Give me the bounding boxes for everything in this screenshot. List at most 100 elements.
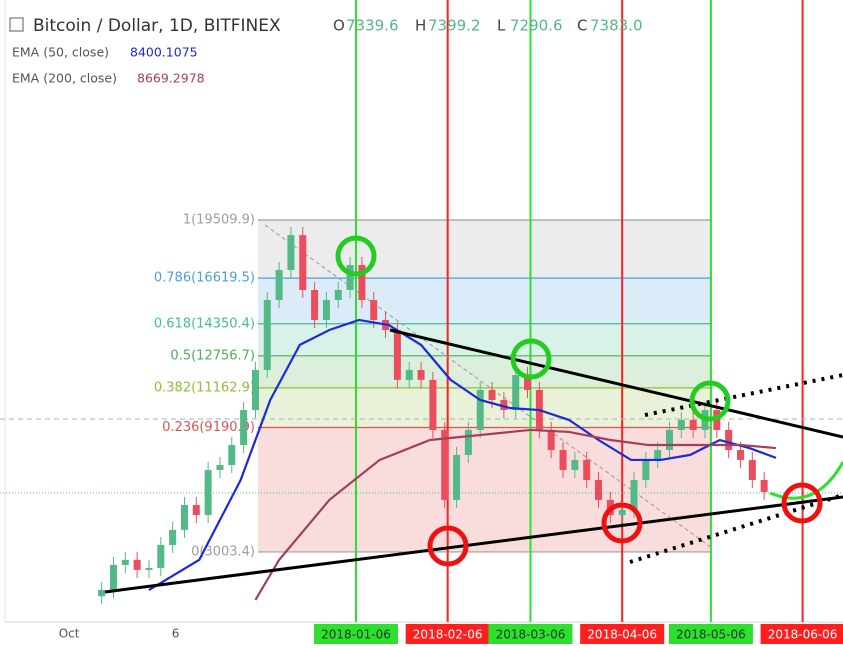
ohlc-label: O <box>333 17 345 35</box>
chart-title: Bitcoin / Dollar, 1D, BITFINEX <box>33 16 281 36</box>
candle-body <box>263 300 271 371</box>
x-axis: 2018-01-06 2018-02-06 2018-03-06 2018-04-06… <box>59 624 843 644</box>
fib-band <box>258 387 712 428</box>
fib-label: 0(3003.4) <box>191 544 255 559</box>
candle-body <box>346 265 354 290</box>
candle-body <box>393 330 401 380</box>
legend-name: EMA (50, close) <box>12 45 109 60</box>
candle-body <box>287 235 295 271</box>
fib-label: 0.236(9190.9) <box>162 420 255 435</box>
x-tick-label: Oct <box>59 627 80 641</box>
candle-body <box>642 459 650 481</box>
candle-body <box>417 370 425 380</box>
x-tick-label: 6 <box>172 627 180 641</box>
candle-body <box>133 559 141 570</box>
candle-body <box>405 370 413 380</box>
fib-band <box>258 355 712 388</box>
candle-body <box>464 429 472 455</box>
ohlc-value: 7290.6 <box>510 17 563 35</box>
candle-body <box>370 300 378 320</box>
candle-body <box>358 265 366 301</box>
candle-body <box>689 419 697 430</box>
resistance-trend-line <box>389 328 843 439</box>
fib-band <box>258 427 712 552</box>
red-circle <box>781 482 823 524</box>
legend-value: 8669.2978 <box>137 71 205 86</box>
candle-body <box>500 399 508 411</box>
candle-body <box>441 429 449 500</box>
indicator-legend: EMA (50, close) 8400.1075 EMA (200, close)… <box>12 45 205 86</box>
candle-body <box>654 450 662 460</box>
date-marker-label: 2018-05-06 <box>676 628 746 642</box>
date-marker-label-bg <box>668 624 753 644</box>
candle-body <box>299 235 307 290</box>
candle-body <box>157 544 165 568</box>
green-circle <box>335 235 377 277</box>
candle-body <box>429 379 437 430</box>
candle-body <box>677 419 685 430</box>
candle-body <box>559 450 567 470</box>
fib-trend-line <box>264 224 713 549</box>
candle-body <box>571 459 579 470</box>
candle-body <box>121 559 129 565</box>
candle-body <box>666 429 674 451</box>
date-marker-label-bg <box>313 624 398 644</box>
circles <box>335 235 823 567</box>
candle-body <box>169 529 177 545</box>
ema-line <box>148 318 777 591</box>
candle-body <box>488 389 496 400</box>
candle-body <box>311 289 319 320</box>
ohlc-label: H <box>415 17 426 35</box>
candle-body <box>453 454 461 500</box>
date-marker-label-bg <box>580 624 665 644</box>
candle-body <box>204 469 212 516</box>
forecast-curve <box>769 461 843 500</box>
ohlc-label: C <box>577 17 587 35</box>
candle-body <box>109 564 117 591</box>
ohlc-value: 7399.2 <box>428 17 481 35</box>
candle-body <box>180 504 188 530</box>
red-circle <box>601 502 643 544</box>
legend-name: EMA (200, close) <box>12 71 117 86</box>
ohlc-value: 7339.6 <box>346 17 399 35</box>
channel-lower <box>629 493 843 564</box>
fib-band <box>258 278 712 324</box>
candle-body <box>748 459 756 481</box>
candle-body <box>251 370 259 411</box>
fib-label: 0.786(16619.5) <box>154 271 255 286</box>
fib-label: 0.5(12756.7) <box>170 348 255 363</box>
fib-label: 1(19509.9) <box>183 213 255 228</box>
candle-body <box>583 459 591 481</box>
candle-body <box>216 464 224 470</box>
date-marker-label-bg <box>488 624 573 644</box>
candle-body <box>334 289 342 301</box>
candle-body <box>228 445 236 465</box>
candle-body <box>618 509 626 516</box>
fib-label: 0.618(14350.4) <box>154 316 255 331</box>
date-marker-label: 2018-02-06 <box>413 628 483 642</box>
candle-body <box>512 375 520 411</box>
candle-body <box>275 270 283 301</box>
ohlc-label: L <box>497 17 506 35</box>
green-circle <box>510 338 552 380</box>
date-marker-label: 2018-03-06 <box>496 628 566 642</box>
candle-body <box>630 480 638 510</box>
candle-body <box>192 504 200 516</box>
support-trend-line <box>104 495 843 594</box>
date-markers <box>354 0 804 622</box>
fib-retracement: 1(19509.9) 0.786(16619.5) 0.618(14350.4) 0.… <box>154 213 712 559</box>
fib-label: 0.382(11162.9) <box>154 380 255 395</box>
fib-band <box>258 220 712 279</box>
legend-value: 8400.1075 <box>130 45 198 60</box>
candle-body <box>322 300 330 320</box>
ema-lines <box>148 318 777 601</box>
ohlc-value: 7383.0 <box>590 17 643 35</box>
candle-body <box>240 410 248 446</box>
candle-body <box>760 480 768 492</box>
candle-body <box>736 450 744 460</box>
candle-body <box>725 429 733 451</box>
candle-body <box>145 567 153 570</box>
candle-body <box>595 480 603 500</box>
collapse-icon[interactable] <box>9 17 24 32</box>
